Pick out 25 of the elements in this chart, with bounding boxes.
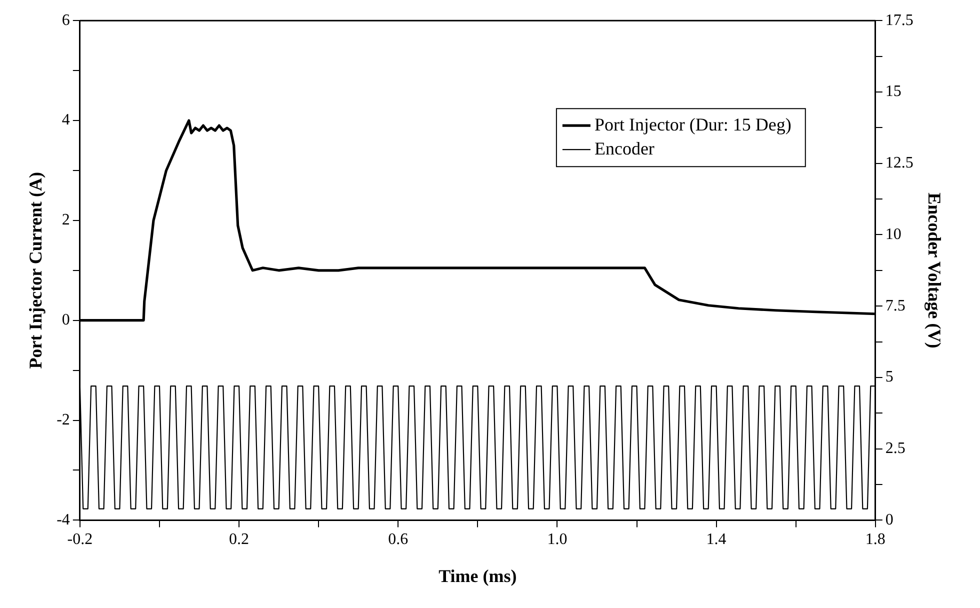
legend-label: Port Injector (Dur: 15 Deg) [594,114,792,134]
y2-tick-label: 5 [885,368,894,386]
x-tick-label: 1.4 [706,531,726,548]
legend-label: Encoder [594,138,654,158]
x-tick-label: 1.0 [547,531,568,548]
y2-tick-label: 17.5 [885,12,914,29]
y-tick-label: 2 [62,212,70,229]
y2-tick-label: 7.5 [885,297,906,314]
x-tick-label: 0.6 [388,531,408,548]
y-tick-label: -2 [56,411,70,428]
y2-axis-title: Encoder Voltage (V) [924,192,945,348]
y2-tick-label: 2.5 [885,440,906,458]
x-tick-label: 1.8 [865,531,886,548]
y2-tick-label: 10 [885,226,902,243]
y-tick-label: 4 [62,112,70,129]
y-tick-label: 0 [62,312,70,329]
y2-tick-label: 15 [885,83,902,100]
x-tick-label: -0.2 [67,531,93,548]
x-axis-title: Time (ms) [438,566,517,586]
y-tick-label: 6 [62,12,70,29]
x-tick-label: 0.2 [229,531,250,548]
y-tick-label: -4 [56,511,70,528]
y2-tick-label: 0 [885,511,894,528]
y2-tick-label: 12.5 [885,154,914,172]
y-axis-title: Port Injector Current (A) [25,172,46,369]
